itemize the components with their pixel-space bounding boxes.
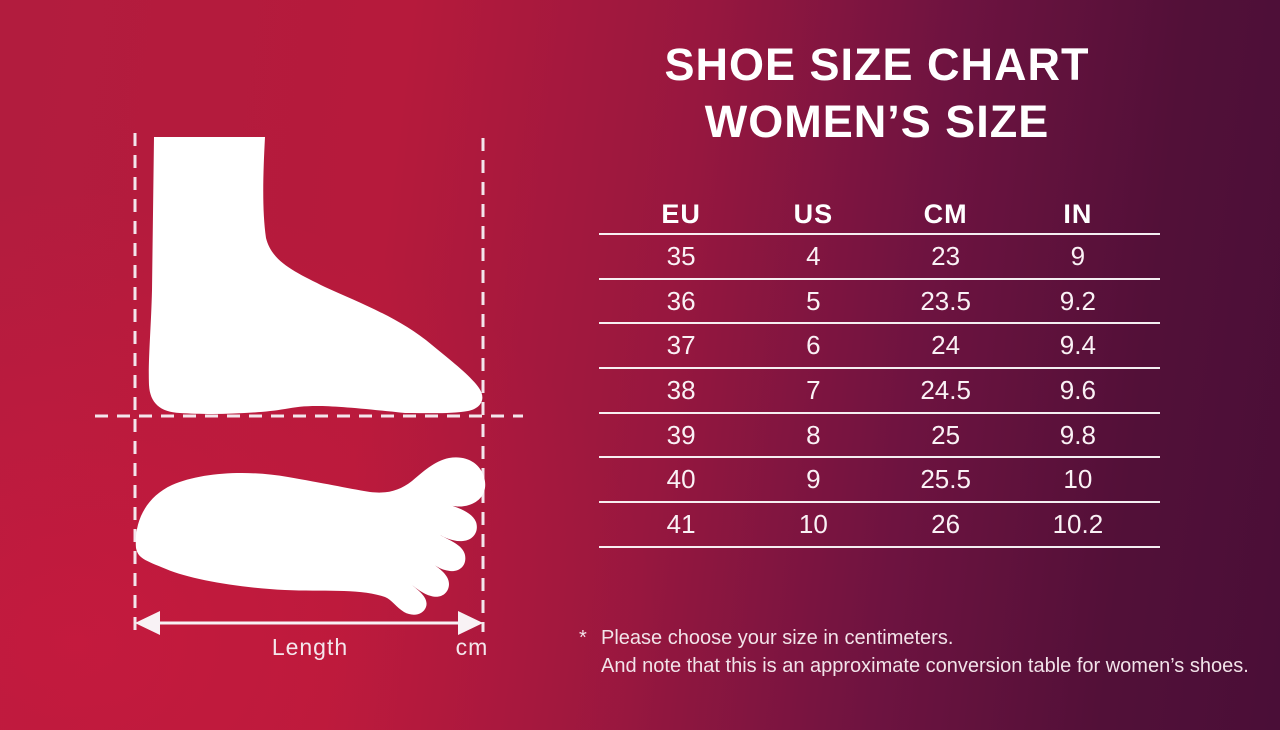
column-header-eu: EU — [661, 198, 701, 229]
cell-in: 9.8 — [1059, 419, 1096, 450]
cell-cm: 23 — [931, 240, 961, 271]
table-row: 36 5 23.5 9.2 — [599, 280, 1160, 325]
cell-us: 7 — [806, 374, 821, 405]
cm-unit-label: cm — [455, 634, 489, 660]
cell-us: 10 — [798, 508, 828, 539]
cell-in: 9.4 — [1059, 330, 1096, 361]
foot-side-view-icon — [148, 137, 483, 414]
cell-eu: 39 — [666, 419, 696, 450]
cell-in: 10 — [1063, 464, 1093, 495]
cell-in: 9.2 — [1059, 285, 1096, 316]
cell-us: 5 — [806, 285, 821, 316]
cell-eu: 36 — [666, 285, 696, 316]
table-header-row: EU US CM IN — [599, 195, 1160, 235]
cell-cm: 24.5 — [920, 374, 971, 405]
cell-eu: 35 — [666, 240, 696, 271]
title-line-2: WOMEN’S SIZE — [704, 96, 1050, 147]
length-arrow-left-head — [135, 611, 160, 635]
footnote-line-2: And note that this is an approximate con… — [601, 654, 1249, 677]
table-row: 37 6 24 9.4 — [599, 324, 1160, 370]
column-header-us: US — [793, 198, 834, 229]
cell-in: 9.6 — [1059, 374, 1096, 405]
size-conversion-table: EU US CM IN 35 4 23 9 36 5 23.5 9.2 37 6… — [599, 195, 1160, 548]
cell-us: 6 — [806, 330, 821, 361]
cell-cm: 26 — [931, 508, 961, 539]
cell-eu: 40 — [666, 464, 696, 495]
cell-eu: 38 — [666, 374, 696, 405]
cell-us: 8 — [806, 419, 821, 450]
cell-eu: 41 — [666, 508, 696, 539]
footnote-asterisk: * — [579, 627, 587, 649]
cell-eu: 37 — [666, 330, 696, 361]
cell-in: 9 — [1070, 240, 1086, 271]
table-row: 39 8 25 9.8 — [599, 414, 1160, 459]
table-row: 35 4 23 9 — [599, 235, 1160, 280]
cell-cm: 25.5 — [920, 464, 971, 495]
title-line-1: SHOE SIZE CHART — [664, 39, 1090, 90]
cell-us: 4 — [806, 240, 821, 271]
table-row: 41 10 26 10.2 — [599, 503, 1160, 548]
cell-cm: 25 — [931, 419, 961, 450]
cell-cm: 23.5 — [920, 285, 971, 316]
cell-in: 10.2 — [1052, 508, 1104, 539]
column-header-in: IN — [1063, 198, 1093, 229]
foot-measurement-diagram — [95, 133, 523, 635]
footnote: * Please choose your size in centimeters… — [579, 625, 1269, 680]
length-arrow — [135, 611, 483, 635]
table-row: 38 7 24.5 9.6 — [599, 369, 1160, 414]
footnote-spacer — [579, 653, 601, 681]
table-row: 40 9 25.5 10 — [599, 458, 1160, 504]
length-arrow-right-head — [458, 611, 483, 635]
column-header-cm: CM — [923, 198, 968, 229]
cell-cm: 24 — [931, 330, 961, 361]
page-title: SHOE SIZE CHART WOMEN’S SIZE — [550, 36, 1204, 150]
footnote-line-1: Please choose your size in centimeters. — [601, 627, 954, 649]
foot-top-view-icon — [135, 457, 486, 615]
cell-us: 9 — [806, 464, 821, 495]
length-label: Length — [271, 634, 349, 660]
